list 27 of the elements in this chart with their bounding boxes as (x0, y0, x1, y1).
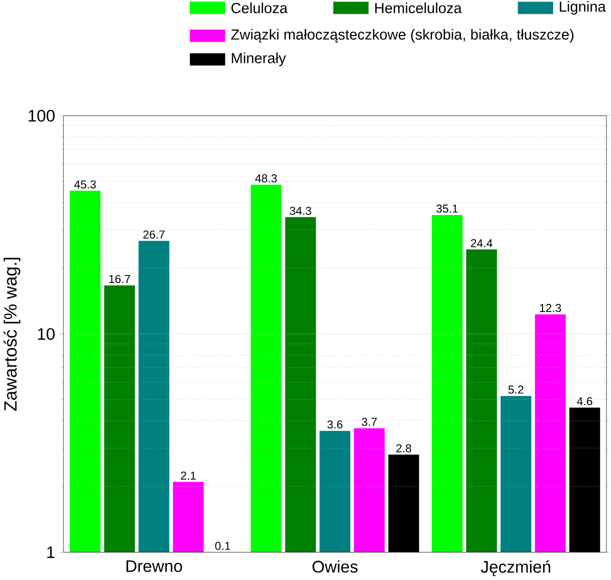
y-axis-title: Zawartość [% wag.] (3, 258, 20, 412)
data-label: 3.7 (362, 418, 377, 426)
data-label: 2.8 (396, 444, 412, 453)
data-label: 48.3 (255, 174, 277, 183)
data-label: 35.1 (436, 204, 458, 213)
data-label: 4.6 (576, 397, 592, 406)
data-label: 3.6 (327, 420, 342, 429)
y-tick-label: 10 (38, 328, 55, 340)
data-label: 34.3 (290, 206, 312, 216)
legend-label: Minerały (232, 52, 286, 66)
y-tick-label: 100 (28, 110, 55, 122)
legend-label: Celuloza (231, 2, 288, 14)
legend-label: Związki małocząsteczkowe (skrobia, białka, tłuszcze) (231, 29, 574, 43)
x-tick-label: Drewno (126, 560, 182, 572)
data-label: 26.7 (143, 230, 165, 239)
data-label: 45.3 (74, 180, 96, 189)
legend-label: Lignina (560, 1, 606, 15)
text: 0.1 (215, 542, 230, 550)
data-label: 16.7 (109, 275, 130, 284)
x-tick-label: Owies (312, 560, 358, 573)
legend-label: Hemiceluloza (375, 2, 462, 14)
y-tick-label: 1 (47, 546, 54, 558)
data-label: 12.3 (540, 304, 561, 312)
data-label: 5.2 (508, 386, 524, 394)
data-label: 2.1 (180, 472, 196, 480)
x-tick-label: Jęczmień (480, 560, 550, 576)
data-label: 24.4 (470, 239, 492, 248)
